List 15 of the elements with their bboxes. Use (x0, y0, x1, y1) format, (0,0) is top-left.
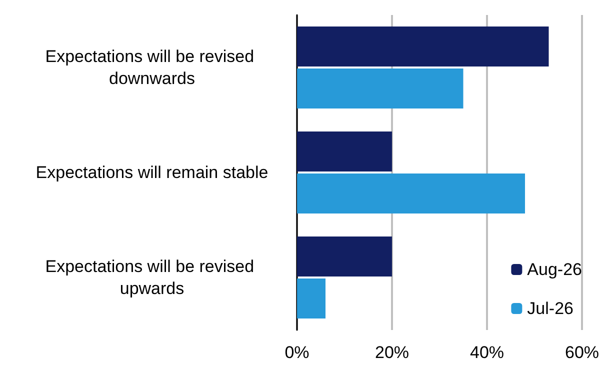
legend-label: Aug-26 (527, 260, 582, 279)
x-tick-label: 0% (284, 343, 310, 362)
legend-label: Jul-26 (527, 299, 574, 318)
y-tick-label: Expectations will remain stable (36, 163, 268, 182)
x-tick-label: 40% (470, 343, 504, 362)
x-tick-label: 20% (374, 343, 410, 362)
y-tick-label: Expectations will be revised upwards (45, 257, 259, 298)
bar (297, 68, 464, 108)
x-tick-label: 60% (564, 343, 600, 362)
bar (297, 174, 525, 214)
bar (297, 132, 392, 172)
bar (297, 26, 549, 66)
bar (297, 278, 326, 318)
y-tick-label: Expectations will be revised downwards (45, 47, 259, 88)
bar (297, 236, 392, 276)
